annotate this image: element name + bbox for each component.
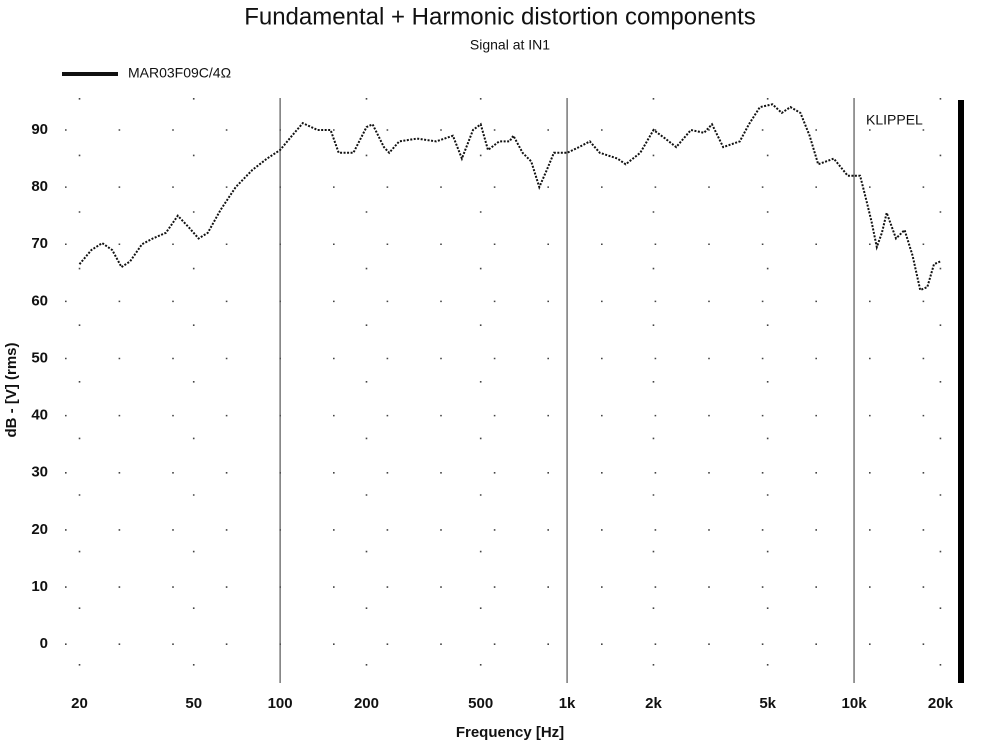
- x-tick-label: 10k: [842, 695, 868, 712]
- series-line: [78, 103, 941, 292]
- legend-label: MAR03F09C/4Ω: [128, 65, 231, 81]
- x-tick-label: 200: [354, 695, 379, 712]
- y-tick-label: 20: [31, 521, 48, 538]
- x-tick-label: 2k: [645, 695, 662, 712]
- y-tick-label: 40: [31, 407, 48, 424]
- x-tick-label: 50: [185, 695, 202, 712]
- x-tick-label: 100: [268, 695, 293, 712]
- annotation: KLIPPEL: [866, 112, 923, 128]
- chart-subtitle: Signal at IN1: [470, 37, 550, 53]
- y-tick-label: 70: [31, 235, 48, 252]
- x-tick-label: 20: [71, 695, 88, 712]
- y-tick-label: 30: [31, 464, 48, 481]
- x-tick-label: 20k: [928, 695, 954, 712]
- x-axis-label: Frequency [Hz]: [456, 724, 564, 741]
- y-tick-label: 50: [31, 349, 48, 366]
- y-tick-label: 80: [31, 178, 48, 195]
- x-tick-label: 1k: [559, 695, 576, 712]
- x-tick-label: 5k: [759, 695, 776, 712]
- x-tick-label: 500: [468, 695, 493, 712]
- y-tick-label: 0: [40, 635, 48, 652]
- chart-title: Fundamental + Harmonic distortion compon…: [244, 3, 756, 30]
- y-axis-label: dB - [V] (rms): [3, 343, 20, 438]
- y-tick-label: 10: [31, 578, 48, 595]
- y-tick-label: 60: [31, 292, 48, 309]
- plot-frame: [958, 100, 964, 683]
- y-tick-label: 90: [31, 121, 48, 138]
